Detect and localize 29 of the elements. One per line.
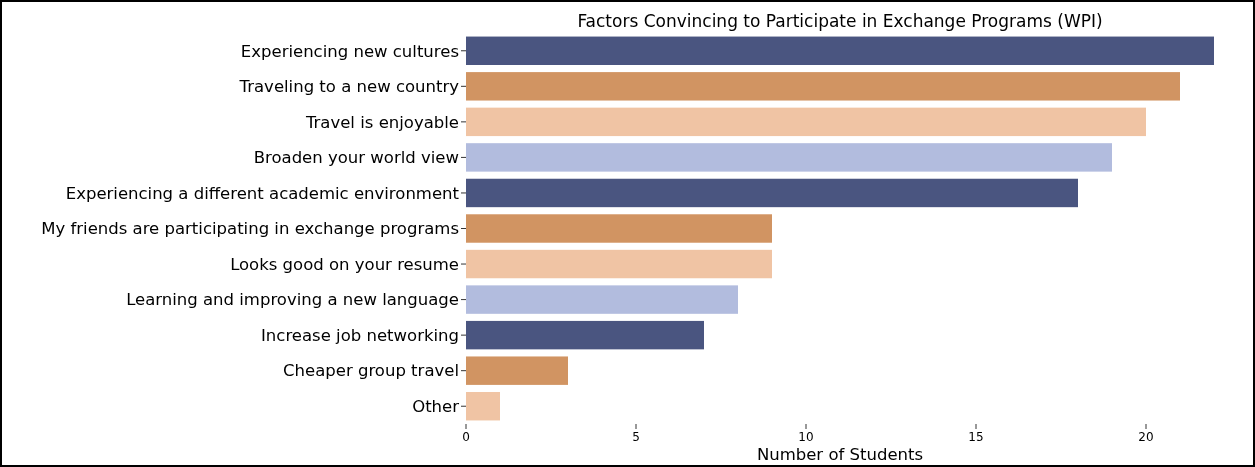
chart-title: Factors Convincing to Participate in Exchange Programs (WPI) [577,11,1103,31]
bar [466,249,772,279]
bar [466,320,704,350]
y-tick-label: Travel is enjoyable [304,112,459,132]
y-tick-label: Cheaper group travel [283,361,459,381]
x-axis-title: Number of Students [756,445,924,464]
bar [466,72,1180,101]
bar [466,214,772,243]
x-tick-label: 20 [1138,430,1154,444]
bar [466,36,1214,65]
x-tick-label: 15 [968,430,984,444]
x-tick-label: 10 [798,430,814,444]
bar [466,178,1078,208]
y-tick-label: Traveling to a new country [238,77,460,97]
y-tick-label: Experiencing a different academic environment [65,183,460,203]
bar [466,285,738,314]
bar [466,107,1146,137]
x-tick-label: 0 [462,430,470,444]
bar [466,392,500,421]
y-tick-label: My friends are participating in exchange programs [41,219,459,239]
x-tick-label: 5 [632,430,640,444]
bar [466,143,1112,172]
y-tick-label: Broaden your world view [253,148,459,168]
y-tick-label: Learning and improving a new language [126,290,459,310]
y-tick-label: Other [412,397,460,416]
y-tick-label: Increase job networking [261,325,459,345]
y-tick-label: Experiencing new cultures [240,41,459,61]
bar [466,356,568,385]
y-tick-label: Looks good on your resume [230,254,459,274]
